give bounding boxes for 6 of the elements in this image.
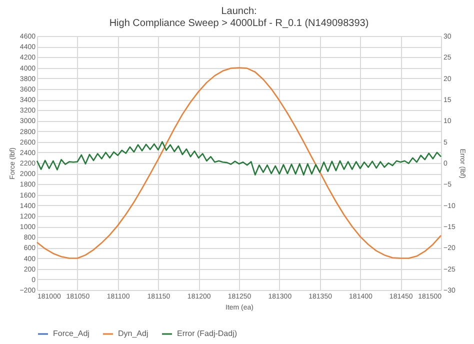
legend-label: Dyn_Adj <box>118 329 148 338</box>
chart-title: Launch: High Compliance Sweep > 4000Lbf - R_0.1 (N149098393) <box>109 6 369 29</box>
legend-label: Error (Fadj-Dadj) <box>177 329 238 338</box>
legend-label: Force_Adj <box>53 329 90 338</box>
line-series <box>36 67 442 259</box>
line-series <box>36 141 442 176</box>
